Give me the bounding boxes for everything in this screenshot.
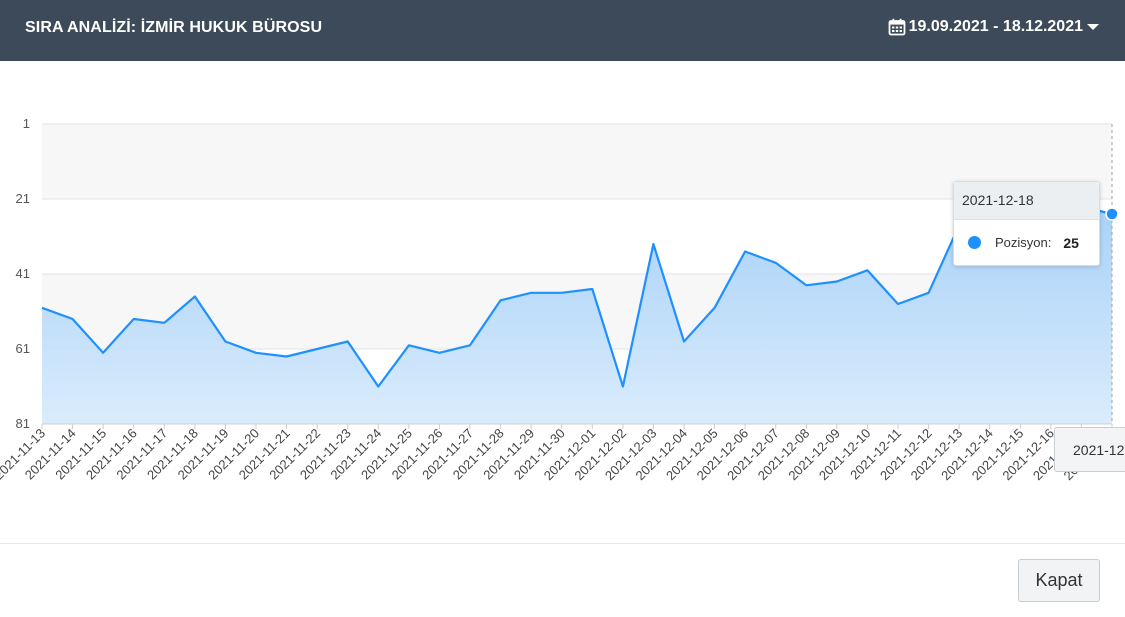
date-range-picker[interactable]: 19.09.2021 - 18.12.2021 <box>888 18 1100 36</box>
series-area <box>42 184 1112 424</box>
date-range-text: 19.09.2021 - 18.12.2021 <box>908 18 1083 35</box>
y-tick-label: 1 <box>23 116 30 131</box>
crosshair-x-label: 2021-12-18 <box>1054 427 1125 472</box>
rank-chart: 1 21 41 61 81 2021-11-13 2021-11-14 2021-11-15 2… <box>0 61 1125 543</box>
modal-title: SIRA ANALİZİ: İZMİR HUKUK BÜROSU <box>25 19 323 36</box>
y-tick-label: 41 <box>16 266 30 281</box>
modal-header: SIRA ANALİZİ: İZMİR HUKUK BÜROSU 19.09.2… <box>0 0 1125 61</box>
caret-down-icon <box>1086 22 1100 32</box>
chart-svg: 1214161812021-11-132021-11-142021-11-152… <box>0 116 1119 483</box>
y-tick-label: 21 <box>16 191 30 206</box>
highlight-point <box>1105 207 1119 221</box>
y-tick-label: 81 <box>16 416 30 431</box>
close-button[interactable]: Kapat <box>1018 559 1100 602</box>
plot-band <box>42 124 1112 199</box>
tooltip-series-dot-icon <box>968 236 981 249</box>
tooltip-date: 2021-12-18 <box>954 182 1099 220</box>
y-tick-label: 61 <box>16 341 30 356</box>
footer-divider <box>0 543 1125 544</box>
tooltip-value: 25 <box>1063 234 1079 251</box>
series-line <box>41 182 1113 388</box>
chart-tooltip: 2021-12-18 Pozisyon: 25 <box>953 181 1100 266</box>
calendar-icon <box>888 18 906 36</box>
tooltip-label: Pozisyon: <box>995 235 1052 250</box>
